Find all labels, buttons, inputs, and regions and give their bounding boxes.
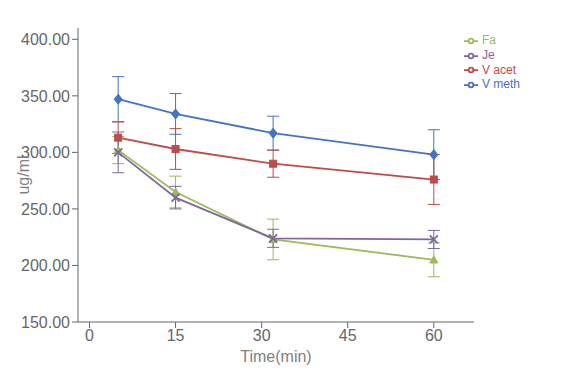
svg-text:150.00: 150.00: [21, 314, 70, 331]
svg-text:350.00: 350.00: [21, 88, 70, 105]
html-text:V meth: V meth: [482, 77, 520, 92]
svg-text:60: 60: [425, 327, 443, 344]
svg-text:200.00: 200.00: [21, 257, 70, 274]
svg-text:250.00: 250.00: [21, 201, 70, 218]
svg-text:ug/ml: ug/ml: [15, 155, 32, 194]
svg-text:30: 30: [253, 327, 271, 344]
svg-text:0: 0: [85, 327, 94, 344]
html-text:Je: Je: [482, 47, 495, 62]
svg-text:45: 45: [339, 327, 357, 344]
html-text:V acet: V acet: [482, 62, 516, 77]
svg-text:Time(min): Time(min): [240, 348, 311, 365]
svg-text:400.00: 400.00: [21, 31, 70, 48]
html-text:Fa: Fa: [482, 33, 496, 47]
svg-text:300.00: 300.00: [21, 144, 70, 162]
svg-text:15: 15: [167, 327, 185, 344]
